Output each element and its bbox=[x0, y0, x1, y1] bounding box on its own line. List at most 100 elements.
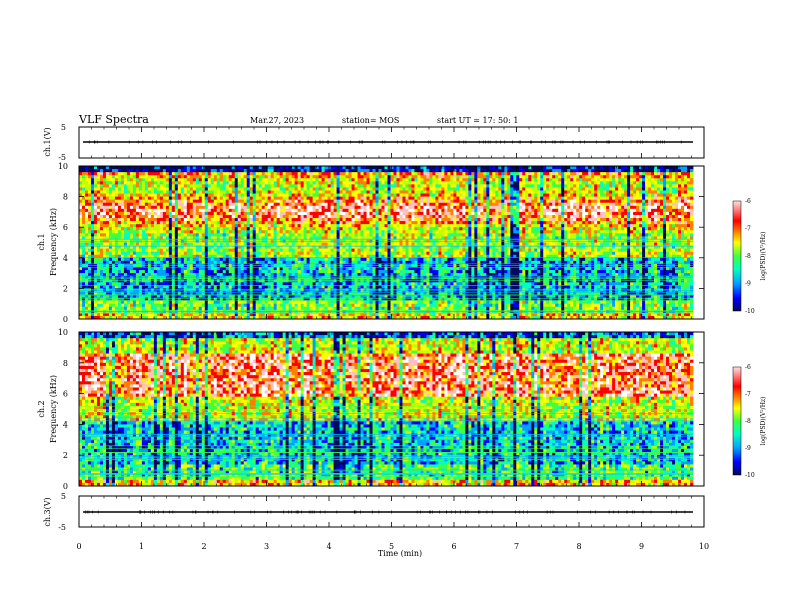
spec-cell bbox=[306, 282, 311, 286]
spec-cell bbox=[306, 303, 311, 308]
spec-cell bbox=[303, 254, 308, 259]
spec-cell bbox=[195, 214, 200, 219]
spec-cell bbox=[156, 218, 161, 222]
spec-cell bbox=[177, 239, 182, 243]
spec-cell bbox=[327, 199, 331, 204]
spec-cell bbox=[339, 245, 343, 250]
spec-cell bbox=[186, 294, 191, 298]
spec-cell bbox=[135, 233, 140, 237]
spec-cell bbox=[120, 193, 125, 197]
spec-cell bbox=[129, 254, 134, 259]
spec-cell bbox=[129, 233, 134, 237]
spec-cell bbox=[288, 312, 293, 317]
spec-cell bbox=[294, 297, 299, 302]
spec-cell bbox=[339, 291, 343, 295]
spec-cell bbox=[150, 279, 155, 283]
spec-cell bbox=[303, 218, 308, 222]
spec-cell bbox=[132, 166, 137, 170]
spec-cell bbox=[303, 236, 308, 240]
spec-cell bbox=[87, 227, 92, 231]
spec-cell bbox=[183, 175, 188, 179]
spec-cell bbox=[195, 202, 200, 207]
spec-cell bbox=[225, 199, 230, 204]
spec-cell bbox=[204, 263, 209, 268]
spec-cell bbox=[180, 282, 185, 286]
spec-cell bbox=[123, 224, 128, 228]
spec-cell bbox=[156, 178, 161, 182]
spec-cell bbox=[150, 233, 155, 237]
spec-cell bbox=[291, 193, 296, 197]
spec-cell bbox=[237, 263, 242, 268]
spec-cell bbox=[267, 230, 272, 234]
spec-cell bbox=[294, 260, 299, 265]
spec-cell bbox=[156, 285, 161, 289]
spec-cell bbox=[171, 303, 176, 308]
spec-cell bbox=[117, 291, 122, 295]
spec-cell bbox=[222, 227, 227, 231]
spec-cell bbox=[108, 187, 113, 191]
spec-cell bbox=[192, 181, 197, 185]
spec-cell bbox=[219, 166, 224, 170]
spec-cell bbox=[213, 260, 218, 265]
spec-cell bbox=[297, 303, 302, 308]
spec-cell bbox=[237, 273, 242, 277]
spec-cell bbox=[291, 254, 296, 259]
spec-cell bbox=[297, 205, 302, 210]
spec-cell bbox=[285, 294, 290, 298]
spec-cell bbox=[84, 205, 89, 210]
spec-cell bbox=[243, 166, 248, 170]
spec-cell bbox=[147, 312, 152, 317]
spec-cell bbox=[237, 285, 242, 289]
spec-cell bbox=[84, 169, 89, 173]
spec-cell bbox=[273, 270, 278, 274]
spec-cell bbox=[135, 181, 140, 185]
spec-cell bbox=[84, 260, 89, 265]
spec-cell bbox=[96, 199, 101, 204]
spec-cell bbox=[126, 312, 131, 317]
spec-cell bbox=[303, 300, 308, 305]
spec-cell bbox=[309, 254, 314, 259]
spec-cell bbox=[315, 254, 320, 259]
spec-cell bbox=[105, 294, 110, 298]
spec-cell bbox=[135, 263, 140, 268]
spec-cell bbox=[96, 205, 101, 210]
spec-cell bbox=[102, 181, 107, 185]
spec-cell bbox=[129, 260, 134, 265]
spec-cell bbox=[348, 184, 352, 188]
spec-cell bbox=[168, 251, 173, 256]
spec-cell bbox=[273, 211, 278, 216]
spec-cell bbox=[354, 211, 358, 216]
spec-cell bbox=[87, 178, 92, 182]
spec-cell bbox=[138, 294, 143, 298]
spec-cell bbox=[360, 187, 364, 191]
spec-cell bbox=[315, 300, 320, 305]
spec-cell bbox=[342, 239, 346, 243]
spec-cell bbox=[357, 306, 361, 311]
spec-cell bbox=[135, 266, 140, 271]
spec-cell bbox=[213, 291, 218, 295]
spec-cell bbox=[237, 199, 242, 204]
spec-cell bbox=[264, 266, 269, 271]
spec-cell bbox=[105, 202, 110, 207]
spec-cell bbox=[126, 263, 131, 268]
spec-cell bbox=[327, 214, 331, 219]
spec-cell bbox=[345, 172, 349, 176]
spec-cell bbox=[120, 239, 125, 243]
spec-cell bbox=[93, 178, 98, 182]
spec-cell bbox=[330, 166, 334, 170]
spec-cell bbox=[102, 279, 107, 283]
spec-cell bbox=[192, 190, 197, 194]
spec-cell bbox=[183, 263, 188, 268]
spec-cell bbox=[159, 202, 164, 207]
spec-cell bbox=[147, 285, 152, 289]
spec-cell bbox=[210, 205, 215, 210]
spec-cell bbox=[207, 184, 212, 188]
spec-cell bbox=[360, 312, 364, 317]
spec-cell bbox=[189, 294, 194, 298]
spec-cell bbox=[186, 242, 191, 246]
spec-cell bbox=[285, 236, 290, 240]
spec-cell bbox=[189, 266, 194, 271]
spec-cell bbox=[126, 175, 131, 179]
spec-cell bbox=[111, 257, 116, 262]
spec-cell bbox=[105, 251, 110, 256]
